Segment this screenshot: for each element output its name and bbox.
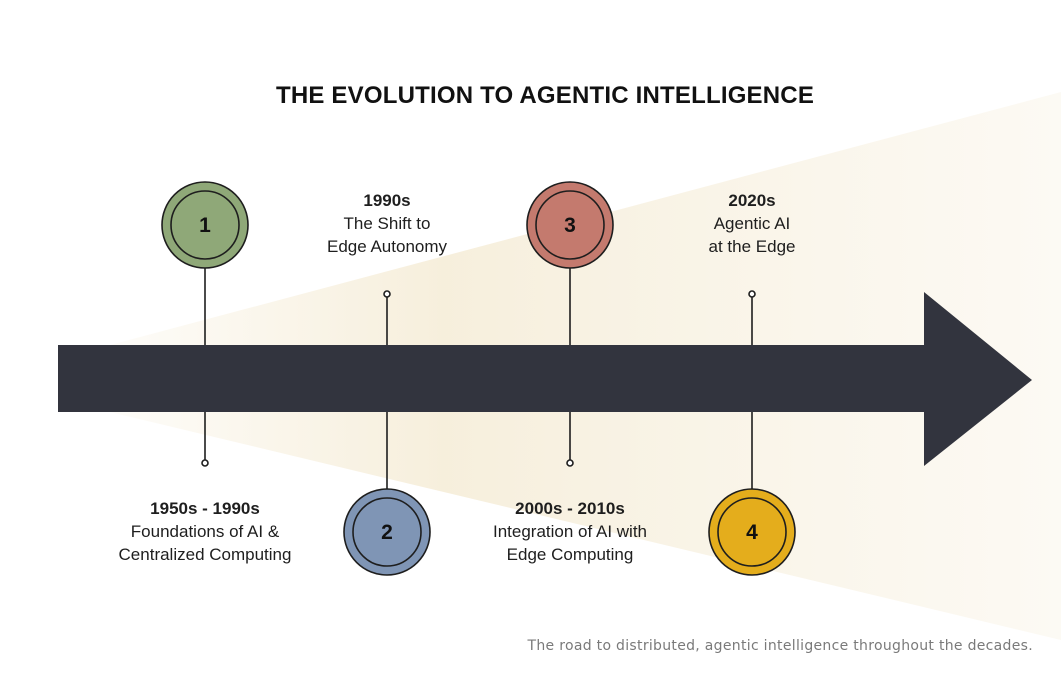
stage-3-description-line-1: Integration of AI with [492,522,648,541]
stage-1-label: 1950s - 1990s Foundations of AI & Centra… [75,497,335,566]
stage-2-marker: 2 [343,290,431,576]
stage-3-dot [566,459,574,467]
stage-3-number: 3 [564,214,576,237]
stage-1-marker: 1 [161,181,249,467]
stage-2-description-line-1: The Shift to [343,214,431,233]
stage-1-description-line-1: Foundations of AI & [130,522,280,541]
stage-4-description-line-1: Agentic AI [713,214,791,233]
stage-2-label: 1990s The Shift to Edge Autonomy [257,189,517,258]
stage-2-period: 1990s [363,191,411,210]
stage-2-number: 2 [381,521,393,544]
stage-3-circle [526,181,614,269]
stage-3-marker: 3 [526,181,614,467]
stage-3-period: 2000s - 2010s [515,499,625,518]
stage-4-marker: 4 [708,290,796,576]
stage-2-description-line-2: Edge Autonomy [326,237,448,256]
stage-3-label: 2000s - 2010s Integration of AI with Edg… [440,497,700,566]
timeline-arrow [58,292,1032,466]
stage-4-dot [748,290,756,298]
stage-1-dot [201,459,209,467]
stage-1-number: 1 [199,214,211,237]
stage-2-dot [383,290,391,298]
stage-2-circle [343,488,431,576]
diagram-title: THE EVOLUTION TO AGENTIC INTELLIGENCE [275,82,815,109]
stage-4-description-line-2: at the Edge [708,237,796,256]
stage-1-description-line-2: Centralized Computing [118,545,292,564]
figure-caption: The road to distributed, agentic intelli… [527,638,1033,654]
stage-4-number: 4 [746,521,758,544]
stage-4-period: 2020s [728,191,776,210]
stage-1-circle [161,181,249,269]
stage-1-period: 1950s - 1990s [150,499,260,518]
stage-3-description-line-2: Edge Computing [506,545,634,564]
stage-4-label: 2020s Agentic AI at the Edge [622,189,882,258]
stage-4-circle [708,488,796,576]
